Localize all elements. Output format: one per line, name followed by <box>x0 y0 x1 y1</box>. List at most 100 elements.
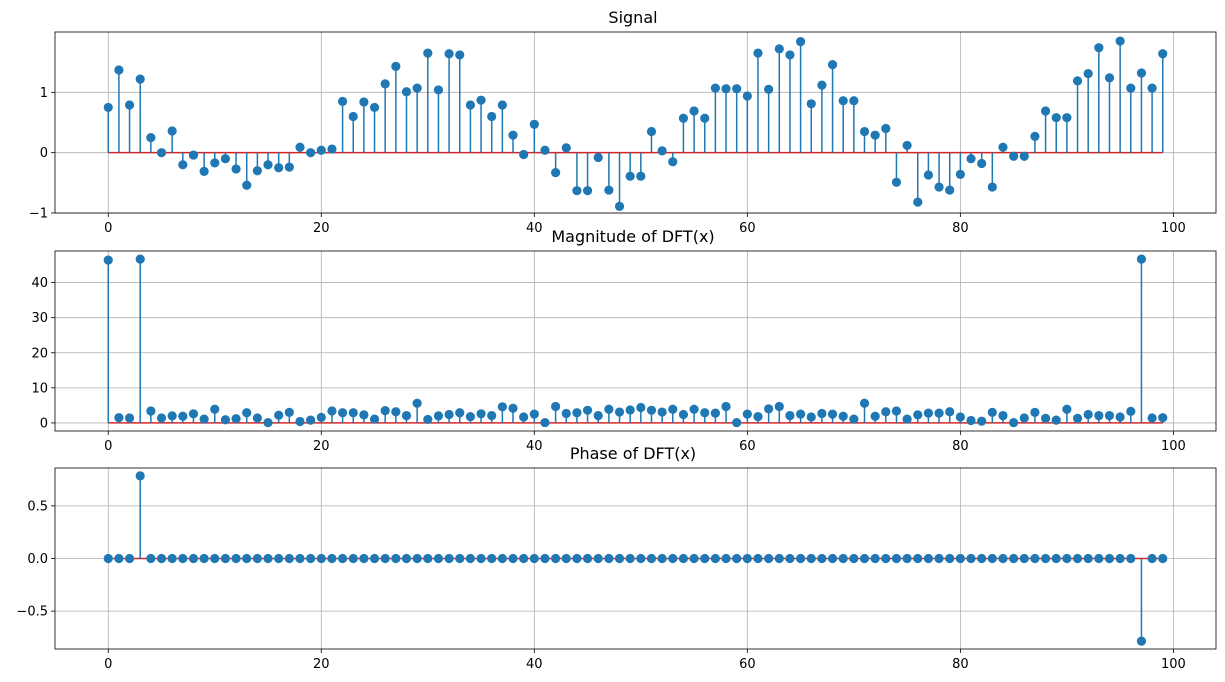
phase-marker <box>561 553 571 564</box>
magnitude-xtick-label: 20 <box>313 439 330 454</box>
phase-ytick-label: 0.0 <box>27 552 48 567</box>
phase-marker <box>849 553 859 564</box>
phase-marker <box>476 553 486 564</box>
signal-title: Signal <box>608 8 657 27</box>
magnitude-marker <box>913 410 923 420</box>
phase-marker <box>646 553 657 564</box>
phase-marker <box>497 553 507 564</box>
signal-xtick-label: 80 <box>952 221 969 236</box>
phase-marker <box>1040 553 1051 564</box>
magnitude-marker <box>1072 413 1083 423</box>
phase-marker <box>551 553 561 564</box>
phase-marker <box>891 553 902 564</box>
phase-marker <box>817 553 827 564</box>
magnitude-marker <box>764 404 774 414</box>
magnitude-marker <box>114 413 124 423</box>
phase-marker <box>199 553 209 564</box>
phase-marker <box>1083 553 1093 564</box>
signal-marker <box>827 59 838 70</box>
magnitude-marker <box>1136 254 1147 264</box>
phase-xtick-label: 60 <box>739 657 756 672</box>
magnitude-marker <box>316 412 326 422</box>
magnitude-marker <box>732 417 742 428</box>
magnitude-marker <box>582 405 593 415</box>
phase-marker <box>955 553 965 564</box>
phase-marker <box>1051 553 1061 564</box>
magnitude-marker <box>902 414 912 424</box>
magnitude-marker <box>710 408 720 418</box>
signal-marker <box>231 164 241 174</box>
phase-title: Phase of DFT(x) <box>570 444 696 463</box>
phase-marker <box>348 553 358 564</box>
phase-marker <box>1136 636 1147 646</box>
phase-marker <box>838 553 848 564</box>
phase-marker <box>987 553 997 564</box>
magnitude-marker <box>1051 415 1061 425</box>
magnitude-marker <box>487 410 497 421</box>
signal-marker <box>433 85 444 95</box>
signal-marker <box>348 111 358 122</box>
phase-ytick-label: −0.5 <box>16 605 48 620</box>
phase-marker <box>391 553 401 564</box>
magnitude-marker <box>306 415 316 425</box>
signal-marker <box>785 50 795 60</box>
magnitude-marker <box>423 414 433 425</box>
phase-marker <box>902 553 912 564</box>
magnitude-marker <box>369 414 380 424</box>
magnitude-marker <box>284 407 294 418</box>
signal-marker <box>1051 113 1061 123</box>
magnitude-marker <box>604 404 614 414</box>
magnitude-marker <box>1126 406 1136 416</box>
signal-marker <box>764 84 774 94</box>
phase-marker <box>124 553 135 564</box>
signal-marker <box>934 182 944 192</box>
phase-marker <box>529 553 539 564</box>
magnitude-marker <box>210 404 220 414</box>
phase-marker <box>859 553 870 564</box>
phase-marker <box>742 553 752 564</box>
signal-ytick-label: −1 <box>29 207 48 222</box>
phase-marker <box>593 553 603 564</box>
magnitude-marker <box>156 413 167 423</box>
magnitude-marker <box>977 416 987 426</box>
magnitude-marker <box>945 407 955 417</box>
signal-marker <box>1126 83 1136 93</box>
phase-marker <box>1072 553 1083 564</box>
signal-marker <box>497 100 507 110</box>
signal-marker <box>263 160 273 170</box>
magnitude-marker <box>167 411 177 421</box>
magnitude-marker <box>636 402 646 413</box>
magnitude-marker <box>614 407 625 417</box>
magnitude-marker <box>1030 407 1040 418</box>
signal-xtick-label: 60 <box>739 221 756 236</box>
signal-marker <box>412 83 422 93</box>
phase-marker <box>764 553 774 564</box>
magnitude-marker <box>444 409 454 420</box>
phase-marker <box>252 553 262 564</box>
magnitude-marker <box>774 401 784 412</box>
signal-marker <box>167 126 177 136</box>
phase-marker <box>210 553 220 564</box>
magnitude-marker <box>700 408 710 418</box>
signal-marker <box>295 142 305 152</box>
phase-marker <box>369 553 380 564</box>
magnitude-marker <box>476 409 486 419</box>
phase-marker <box>689 553 699 564</box>
magnitude-xtick-label: 0 <box>104 439 112 454</box>
magnitude-marker <box>540 417 550 428</box>
phase-marker <box>220 553 231 564</box>
phase-marker <box>774 553 784 564</box>
magnitude-marker <box>1019 413 1029 423</box>
signal-marker <box>274 163 284 173</box>
signal-ytick-label: 0 <box>40 146 48 161</box>
magnitude-marker <box>199 414 209 424</box>
signal-marker <box>391 61 401 71</box>
magnitude-marker <box>220 415 231 425</box>
signal-marker <box>114 65 124 75</box>
magnitude-marker <box>551 401 561 412</box>
magnitude-marker <box>849 414 859 424</box>
phase-marker <box>604 553 614 564</box>
signal-marker <box>859 126 870 137</box>
signal-marker <box>476 95 486 105</box>
signal-marker <box>306 148 316 158</box>
